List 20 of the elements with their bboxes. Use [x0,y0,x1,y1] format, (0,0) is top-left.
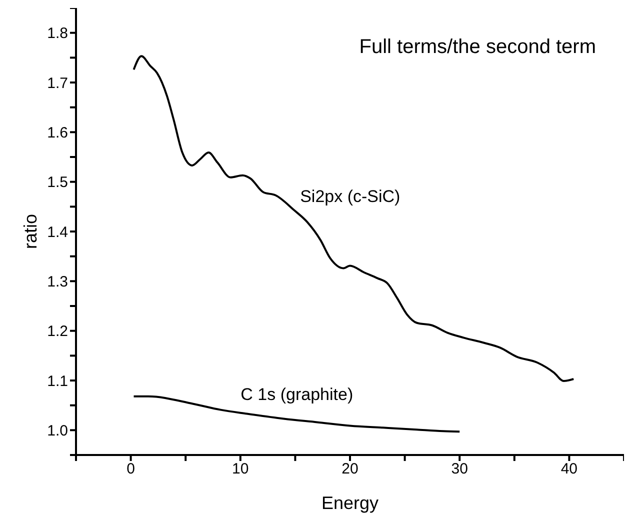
y-tick-label: 1.0 [47,422,68,440]
y-tick-label: 1.4 [47,224,68,241]
x-tick-label: 0 [126,460,135,478]
x-tick-label: 10 [232,460,249,478]
series-label: Si2px (c-SiC) [300,187,400,206]
x-tick-label: 20 [342,460,358,478]
y-tick-label: 1.5 [47,174,68,192]
x-tick-label: 40 [560,460,578,478]
y-tick-label: 1.3 [47,273,68,290]
y-tick-label: 1.7 [47,74,68,92]
y-axis-title: ratio [20,214,40,250]
y-tick-label: 1.1 [47,372,68,390]
series-label: C 1s (graphite) [240,384,354,404]
text: Full terms/the second term [359,36,596,59]
y-tick-label: 1.2 [47,323,68,340]
x-tick-label: 30 [451,460,468,478]
y-tick-label: 1.6 [47,124,68,142]
line-series [132,55,575,382]
x-axis-title: Energy [321,493,379,513]
y-tick-label: 1.8 [47,25,68,42]
